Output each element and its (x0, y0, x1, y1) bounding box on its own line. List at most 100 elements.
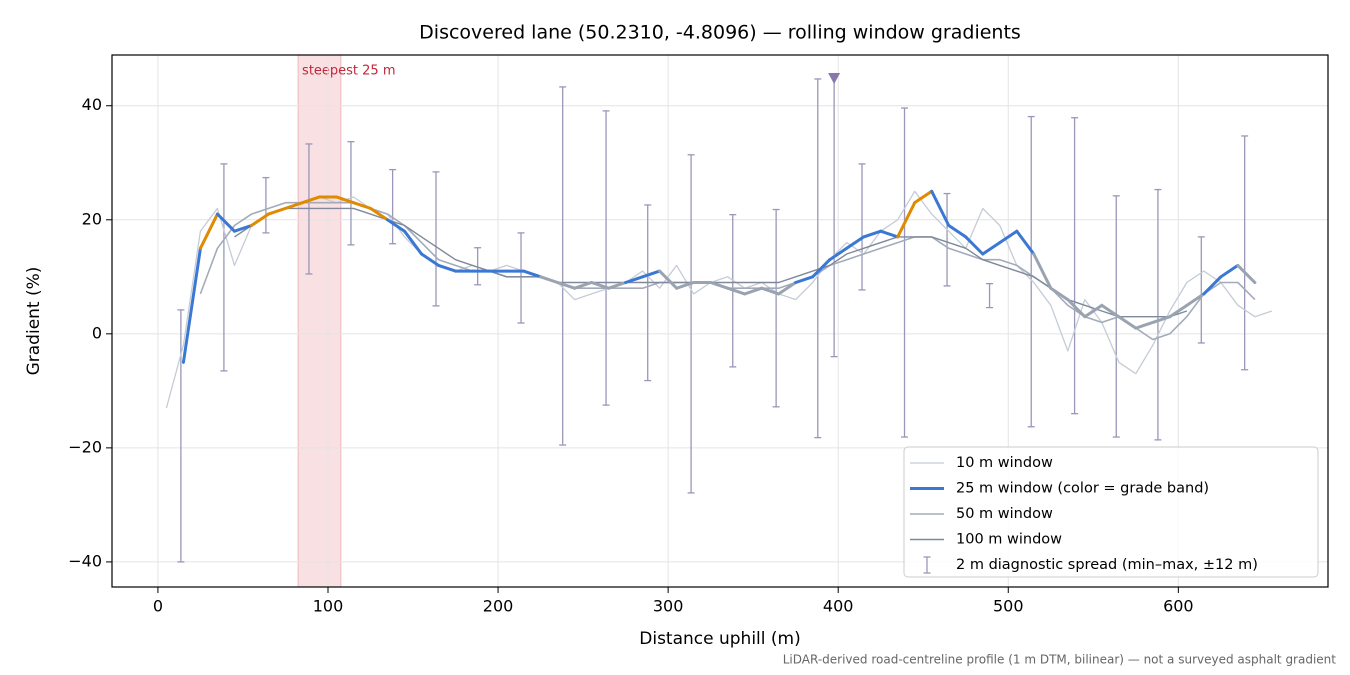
line-segment (1032, 252, 1053, 290)
line-segment (845, 235, 866, 250)
error-bar (1154, 188, 1162, 441)
x-tick-label: 600 (1163, 597, 1194, 616)
legend: 10 m window 25 m window (color = grade ba… (903, 446, 1319, 578)
legend-box (903, 446, 1319, 578)
y-tick-label: 0 (92, 323, 102, 342)
line-segment (879, 229, 900, 239)
error-bar (814, 78, 822, 439)
y-tick-label: −40 (68, 551, 102, 570)
line-series (234, 207, 1188, 318)
error-bar (432, 171, 440, 307)
line-segment (1083, 303, 1104, 319)
error-bar (517, 232, 525, 324)
shaded-span (297, 54, 342, 588)
line-segment (777, 281, 798, 296)
line-segment (913, 189, 934, 205)
line-segment (641, 269, 662, 279)
error-bar (687, 154, 695, 494)
line-segment (930, 189, 951, 227)
chart-title: Discovered lane (50.2310, -4.8096) — rol… (419, 22, 1021, 44)
line-segment (1015, 229, 1036, 256)
line-segment (760, 286, 781, 296)
line-segment (232, 223, 253, 233)
y-tick-label: 40 (82, 95, 102, 114)
line-segment (198, 212, 219, 250)
line-series (199, 201, 1256, 341)
line-segment (556, 281, 577, 290)
line-segment (573, 281, 594, 290)
error-bar (474, 247, 482, 286)
y-tick-label: 20 (82, 209, 102, 228)
line-segment (624, 275, 645, 285)
line-segment (266, 206, 287, 216)
error-bar (347, 141, 355, 246)
line-segment (1219, 263, 1240, 279)
line-segment (998, 229, 1019, 245)
line-segment (1168, 303, 1189, 319)
line-segment (420, 252, 441, 267)
line-segment (1185, 292, 1206, 307)
line-segment (1066, 298, 1087, 319)
line-segment (522, 269, 543, 279)
y-tick-label: −20 (68, 437, 102, 456)
legend-label: 10 m window (956, 455, 1053, 471)
legend-label: 50 m window (956, 506, 1053, 522)
line-segment (1100, 303, 1121, 319)
line-segment (1151, 315, 1172, 324)
x-tick-label: 200 (483, 597, 514, 616)
line-segment (249, 212, 270, 227)
plot-frame (111, 54, 1329, 588)
line-segment (539, 275, 560, 285)
line-segment (386, 218, 407, 233)
x-tick-label: 400 (823, 597, 854, 616)
line-segment (828, 246, 849, 262)
line-series (165, 190, 1273, 409)
line-segment (300, 195, 321, 205)
line-segment (1117, 315, 1138, 330)
error-bar (559, 86, 567, 446)
line-segment (709, 281, 730, 290)
error-bar (943, 192, 951, 287)
line-segment (334, 195, 355, 205)
legend-label: 2 m diagnostic spread (min–max, ±12 m) (956, 557, 1258, 573)
line-segment (1049, 286, 1070, 302)
peak-marker (828, 72, 841, 84)
line-segment (181, 246, 202, 364)
x-tick-label: 100 (313, 597, 344, 616)
legend-label: 100 m window (956, 532, 1062, 548)
line-segment (743, 286, 764, 296)
error-bar (177, 309, 185, 563)
line-segment (981, 241, 1002, 256)
error-bar (1241, 135, 1249, 371)
footnote: LiDAR-derived road-centreline profile (1… (783, 653, 1337, 667)
x-tick-label: 300 (653, 597, 684, 616)
error-bar (602, 110, 610, 406)
line-segment (369, 206, 390, 222)
span-label: steepest 25 m (302, 64, 395, 79)
line-segment (675, 281, 696, 290)
line-segment (403, 229, 424, 256)
line-segment (215, 212, 236, 233)
legend-label: 25 m window (color = grade band) (956, 481, 1209, 497)
line-segment (590, 281, 611, 290)
error-bar (1027, 115, 1035, 428)
error-bar (901, 107, 909, 438)
error-bar (220, 163, 228, 372)
x-tick-label: 500 (993, 597, 1024, 616)
line-segment (726, 286, 747, 296)
line-segment (896, 201, 917, 239)
error-bar (772, 208, 780, 408)
line-segment (811, 258, 832, 279)
line-segment (351, 201, 373, 210)
error-bar (389, 168, 397, 245)
error-bar (1197, 236, 1205, 344)
error-bar (644, 204, 652, 382)
y-axis-label: Gradient (%) (24, 267, 44, 376)
x-tick-label: 0 (153, 597, 163, 616)
line-segment (947, 223, 968, 239)
line-segment (283, 201, 304, 210)
error-bar (986, 283, 994, 309)
x-axis-label: Distance uphill (m) (639, 629, 800, 649)
line-segment (658, 269, 679, 290)
